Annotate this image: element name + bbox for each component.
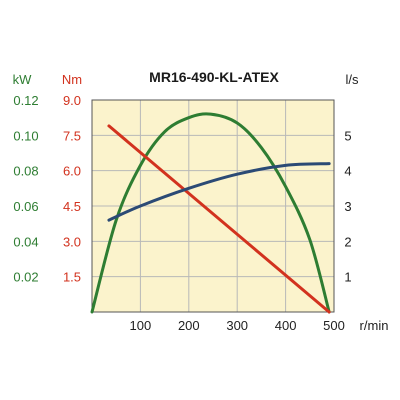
x-tick-label: 300 <box>226 318 248 333</box>
flow-tick-label: 4 <box>344 164 351 179</box>
power-tick-label: 0.12 <box>13 93 38 108</box>
flow-axis-unit: l/s <box>346 72 360 87</box>
flow-tick-label: 2 <box>344 234 351 249</box>
power-axis-unit: kW <box>13 72 33 87</box>
power-tick-label: 0.06 <box>13 199 38 214</box>
power-tick-label: 0.04 <box>13 234 38 249</box>
x-tick-label: 500 <box>323 318 345 333</box>
series-line-torque <box>107 124 331 314</box>
x-tick-label: 200 <box>178 318 200 333</box>
power-tick-label: 0.08 <box>13 164 38 179</box>
flow-tick-label: 1 <box>344 270 351 285</box>
power-tick-label: 0.02 <box>13 270 38 285</box>
torque-tick-label: 9.0 <box>63 93 81 108</box>
flow-tick-label: 3 <box>344 199 351 214</box>
torque-tick-label: 6.0 <box>63 164 81 179</box>
chart-title: MR16-490-KL-ATEX <box>149 69 279 85</box>
series-line-power <box>90 112 331 314</box>
torque-tick-label: 3.0 <box>63 234 81 249</box>
flow-tick-label: 5 <box>344 128 351 143</box>
x-tick-label: 100 <box>130 318 152 333</box>
torque-tick-label: 7.5 <box>63 128 81 143</box>
plot-frame <box>91 99 335 313</box>
torque-axis-unit: Nm <box>62 72 82 87</box>
power-tick-label: 0.10 <box>13 128 38 143</box>
x-tick-label: 400 <box>275 318 297 333</box>
torque-tick-label: 1.5 <box>63 270 81 285</box>
x-axis-unit: r/min <box>360 318 389 333</box>
torque-tick-label: 4.5 <box>63 199 81 214</box>
series-line-flow <box>107 162 331 222</box>
